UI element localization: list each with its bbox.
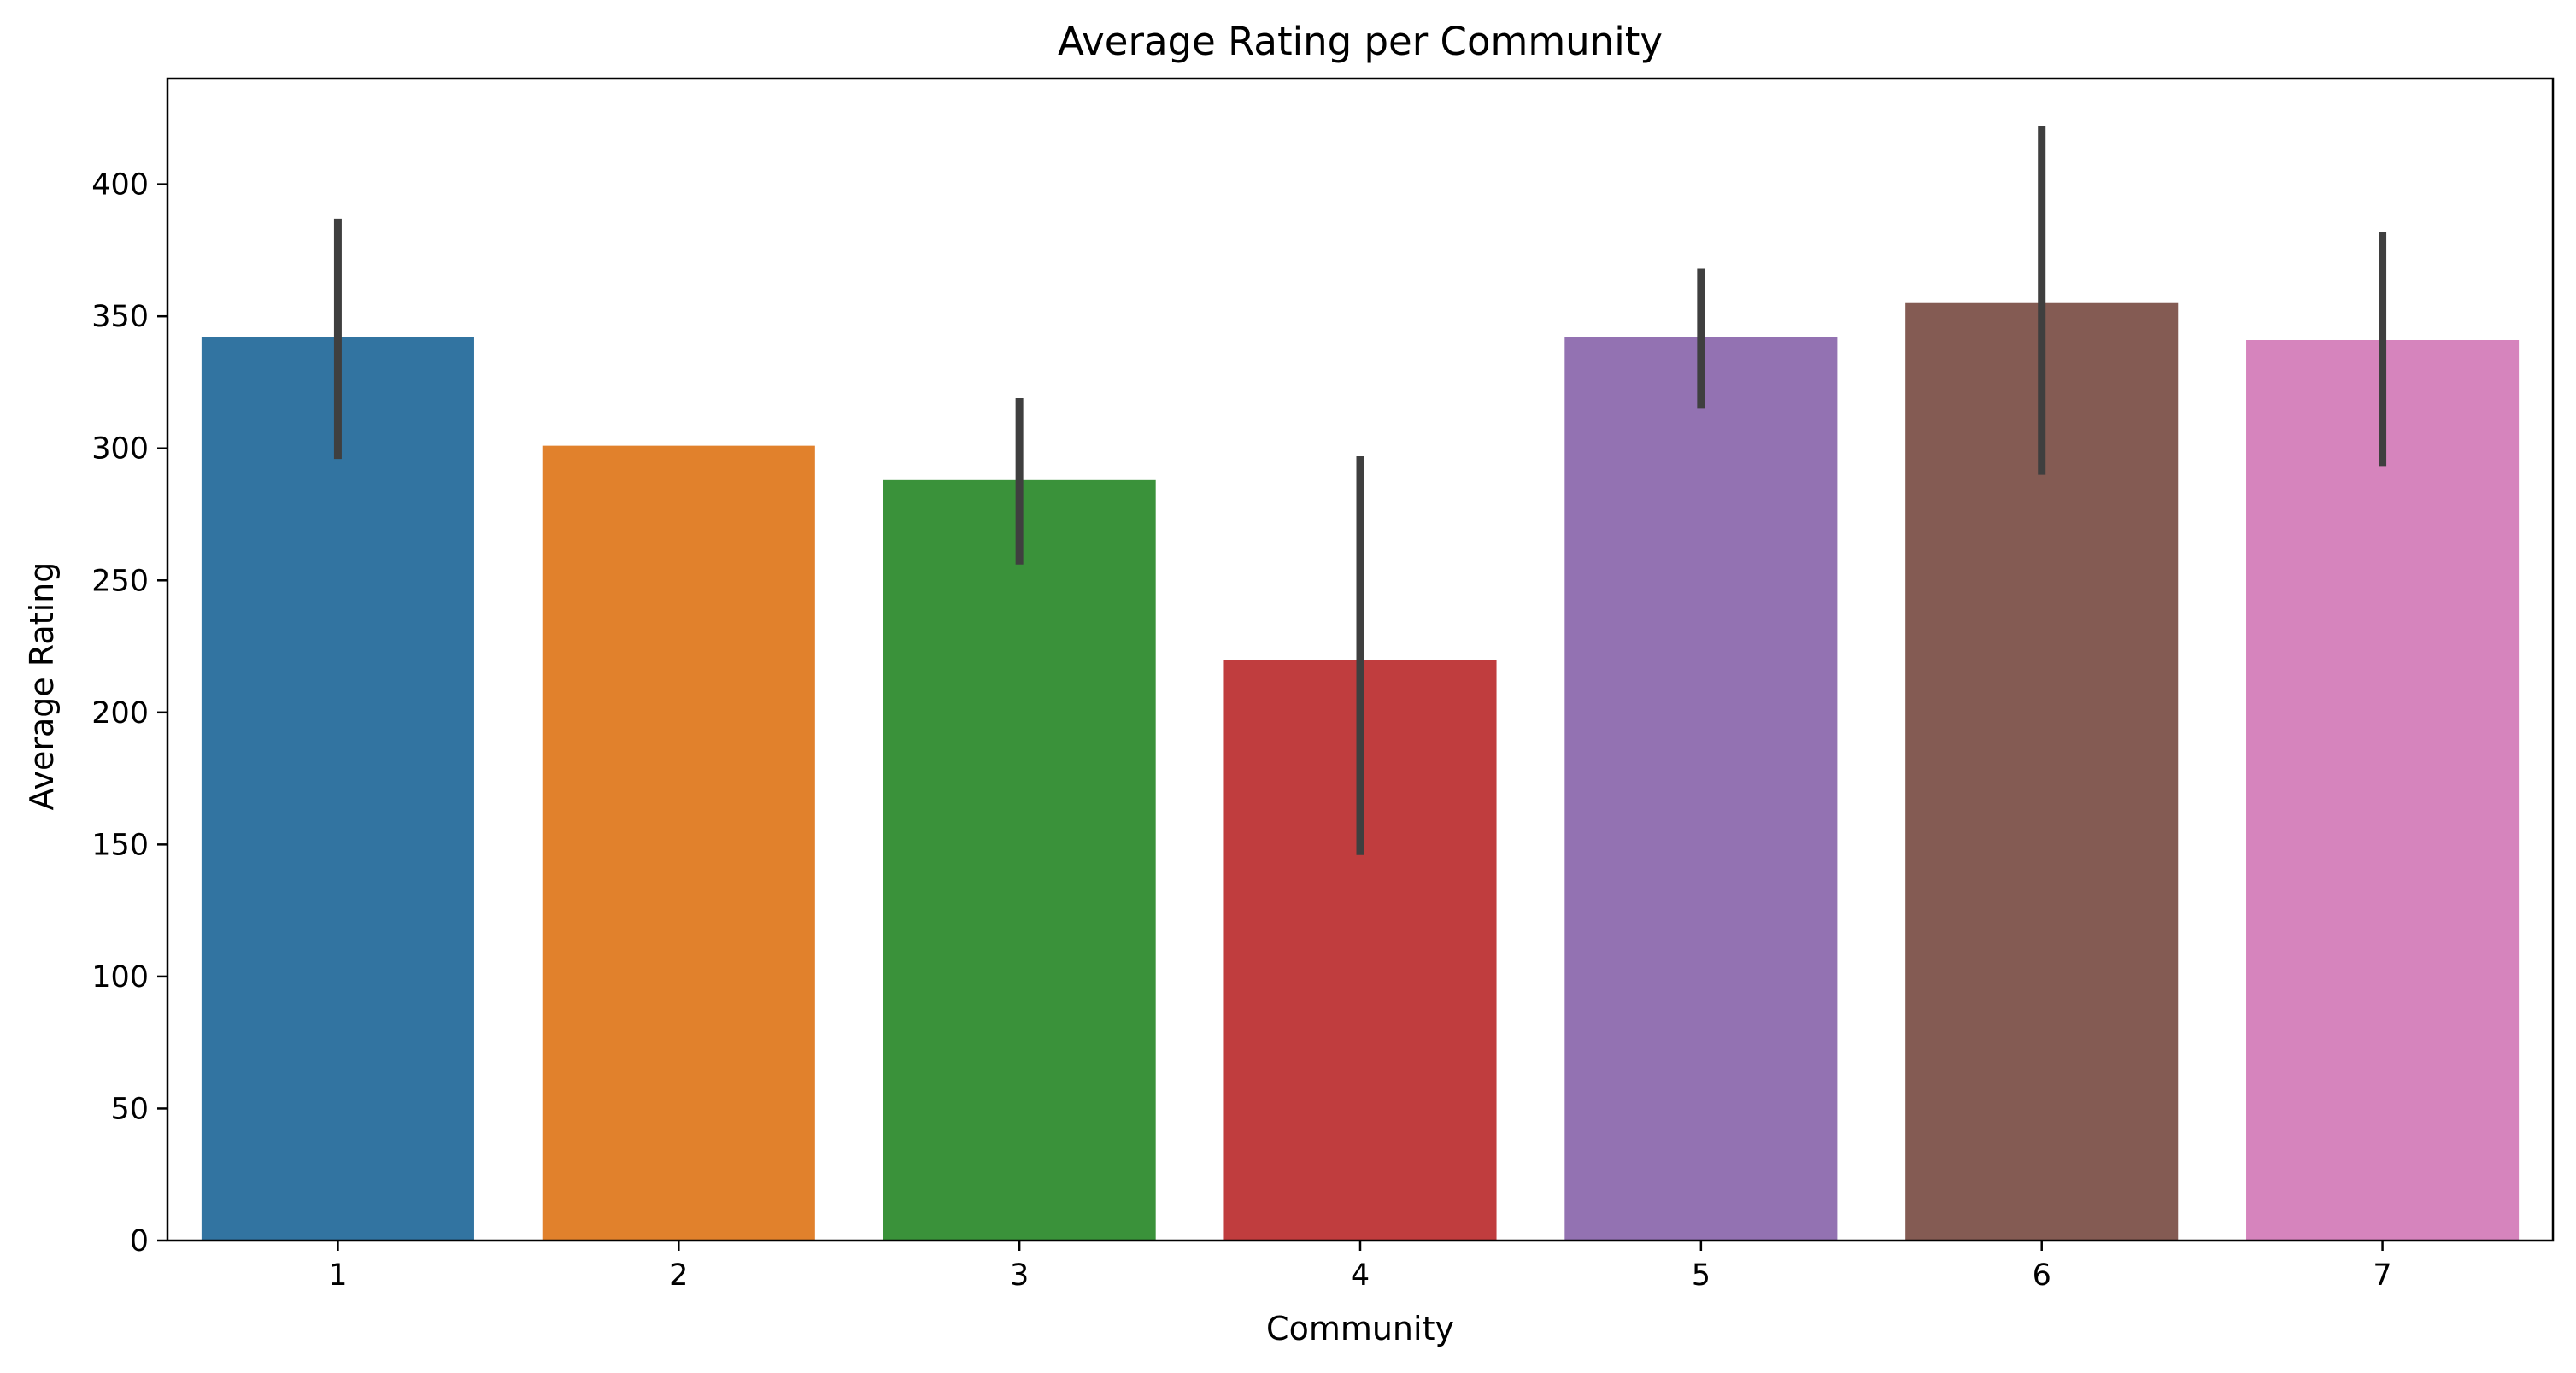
y-tick-label: 200 — [91, 696, 149, 731]
x-tick-label: 6 — [2033, 1259, 2051, 1293]
y-tick-label: 350 — [91, 300, 149, 334]
y-tick-label: 300 — [91, 432, 149, 466]
y-tick-label: 150 — [91, 828, 149, 862]
x-tick-label: 1 — [328, 1259, 347, 1293]
chart-title: Average Rating per Community — [1058, 19, 1663, 64]
bar-community-1 — [201, 337, 474, 1241]
y-tick-label: 50 — [110, 1092, 149, 1126]
x-tick-label: 7 — [2373, 1259, 2391, 1293]
bar-community-3 — [883, 479, 1156, 1241]
x-axis-title: Community — [1266, 1310, 1454, 1347]
plot-area: 0 50 100 150 200 250 300 350 400 1 2 3 4 5 6 7 — [91, 77, 2555, 1293]
bar-community-5 — [1564, 337, 1838, 1241]
y-tick-label: 0 — [130, 1224, 149, 1259]
y-axis-title: Average Rating — [23, 562, 61, 811]
y-tick-label: 250 — [91, 564, 149, 598]
y-tick-label: 400 — [91, 168, 149, 202]
x-tick-label: 3 — [1010, 1259, 1029, 1293]
bar-community-7 — [2246, 340, 2520, 1241]
x-tick-label: 5 — [1692, 1259, 1710, 1293]
x-tick-label: 2 — [669, 1259, 688, 1293]
x-tick-label: 4 — [1351, 1259, 1370, 1293]
bar-community-2 — [542, 445, 815, 1241]
y-tick-label: 100 — [91, 960, 149, 995]
